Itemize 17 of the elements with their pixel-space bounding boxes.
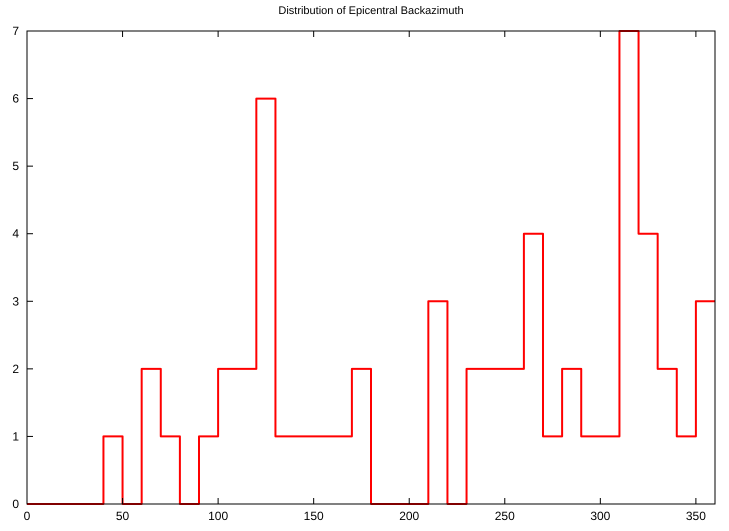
y-tick-label: 7 [12, 24, 20, 38]
x-tick-label: 0 [24, 509, 31, 523]
x-tick-label: 100 [208, 509, 228, 523]
y-tick-label: 4 [12, 226, 20, 241]
y-tick-label: 3 [12, 294, 20, 308]
x-tick-label: 150 [304, 509, 324, 523]
x-tick-label: 250 [494, 509, 516, 523]
y-tick-label: 6 [12, 92, 20, 106]
x-tick-label: 300 [590, 509, 611, 523]
y-tick-label: 0 [12, 497, 20, 511]
y-tick-label: 1 [12, 429, 20, 444]
x-tick-label: 50 [116, 509, 130, 523]
chart-title: Distribution of Epicentral Backazimuth [278, 5, 464, 17]
x-tick-label: 200 [399, 509, 420, 523]
y-tick-label: 5 [12, 159, 20, 174]
x-tick-label: 350 [686, 509, 706, 523]
y-tick-label: 2 [12, 362, 20, 376]
